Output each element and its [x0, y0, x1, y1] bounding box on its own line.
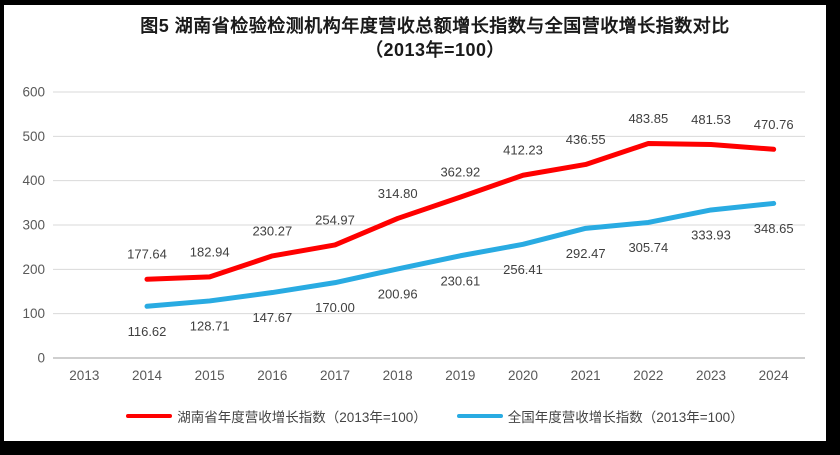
data-label: 362.92 [440, 165, 480, 180]
y-tick-label: 600 [22, 85, 45, 100]
chart-title: 图5 湖南省检验检测机构年度营收总额增长指数与全国营收增长指数对比 [140, 16, 730, 36]
data-label: 128.71 [190, 318, 230, 333]
chart-title-block: 图5 湖南省检验检测机构年度营收总额增长指数与全国营收增长指数对比 （2013年… [30, 14, 840, 62]
chart-legend: 湖南省年度营收增长指数（2013年=100） 全国年度营收增长指数（2013年=… [30, 405, 840, 427]
data-label: 182.94 [190, 244, 230, 259]
series-line-0 [144, 140, 777, 282]
data-label: 348.65 [754, 221, 794, 236]
x-tick-label: 2024 [759, 368, 790, 383]
data-label: 256.41 [503, 262, 543, 277]
hunan-line-swatch-icon [126, 413, 173, 419]
data-label: 230.61 [440, 273, 480, 288]
data-label: 305.74 [628, 240, 668, 255]
x-tick-label: 2016 [257, 368, 287, 383]
data-label: 147.67 [252, 310, 292, 325]
x-tick-label: 2020 [508, 368, 538, 383]
x-tick-label: 2013 [69, 368, 99, 383]
legend-item-hunan: 湖南省年度营收增长指数（2013年=100） [126, 406, 427, 426]
series-line-1 [144, 200, 777, 309]
x-tick-label: 2023 [696, 368, 726, 383]
data-label: 314.80 [378, 186, 418, 201]
legend-item-national: 全国年度营收增长指数（2013年=100） [456, 406, 744, 426]
data-label: 230.27 [252, 223, 292, 238]
national-line-swatch-icon [456, 413, 503, 419]
data-label: 292.47 [566, 246, 606, 261]
data-label: 412.23 [503, 143, 543, 158]
y-tick-label: 500 [22, 129, 45, 144]
y-tick-label: 200 [22, 262, 45, 277]
legend-label-hunan: 湖南省年度营收增长指数（2013年=100） [177, 410, 427, 425]
data-label: 483.85 [628, 111, 668, 126]
data-label: 436.55 [566, 132, 606, 147]
chart-canvas [4, 5, 826, 441]
data-label: 116.62 [128, 324, 167, 339]
data-label: 333.93 [691, 227, 731, 242]
data-label: 254.97 [315, 212, 355, 227]
data-label: 200.96 [378, 286, 418, 301]
y-tick-label: 400 [22, 173, 45, 188]
y-tick-label: 300 [22, 218, 45, 233]
data-label: 470.76 [754, 117, 794, 132]
y-tick-label: 100 [22, 306, 45, 321]
x-tick-label: 2018 [383, 368, 413, 383]
x-tick-label: 2019 [445, 368, 475, 383]
chart-subtitle: （2013年=100） [364, 40, 506, 60]
x-tick-label: 2017 [320, 368, 350, 383]
x-tick-label: 2014 [132, 368, 163, 383]
x-tick-label: 2021 [571, 368, 601, 383]
data-label: 177.64 [127, 247, 167, 262]
data-label: 170.00 [315, 300, 355, 315]
y-tick-label: 0 [37, 351, 45, 366]
data-label: 481.53 [691, 112, 731, 127]
x-tick-label: 2015 [195, 368, 225, 383]
legend-label-national: 全国年度营收增长指数（2013年=100） [507, 410, 744, 425]
x-tick-label: 2022 [633, 368, 663, 383]
